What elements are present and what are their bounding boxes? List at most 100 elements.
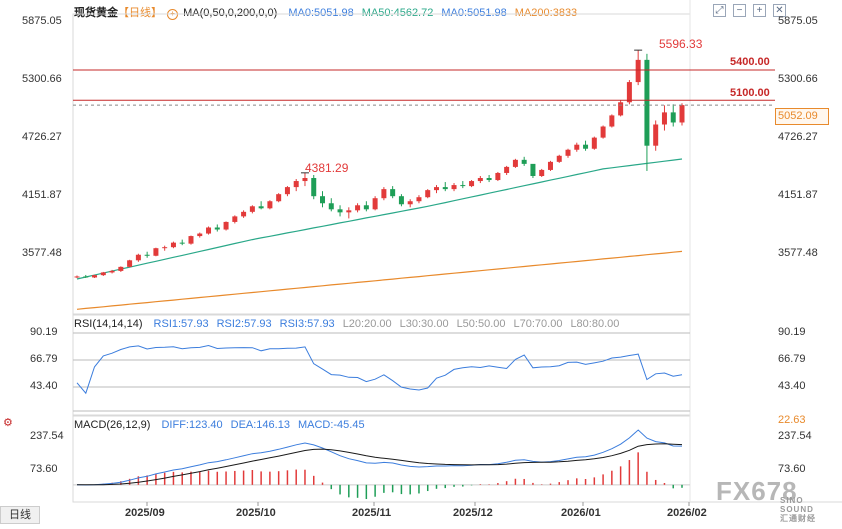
candle-body	[600, 126, 606, 138]
rsi-line	[76, 344, 683, 395]
candle-body	[135, 254, 141, 261]
period-tag: 【日线】	[118, 7, 162, 19]
rsi-title: RSI(14,14,14)	[74, 318, 143, 330]
candle-body	[425, 190, 431, 198]
chart-header: 现货黄金【日线】 + MA(0,50,0,200,0,0) MA0:5051.9…	[74, 4, 577, 20]
candle-body	[100, 272, 106, 276]
ma200-line	[76, 250, 683, 310]
candle-body	[433, 187, 439, 191]
ma-legend-item: MA200:3833	[514, 7, 578, 19]
rsi-legend-item: L70:70.00	[513, 318, 563, 330]
candle-body	[574, 144, 580, 150]
candle-body	[337, 209, 343, 213]
add-icon[interactable]: +	[753, 4, 766, 17]
macd-legend: MACD(26,12,9) DIFF:123.40 DEA:146.13 MACD:…	[74, 419, 365, 431]
rsi-legend-item: RSI1:57.93	[153, 318, 209, 330]
macd-title: MACD(26,12,9)	[74, 419, 151, 431]
ma-legend-item: MA0:5051.98	[288, 7, 354, 19]
price-tick-label-left: 5875.05	[22, 15, 62, 27]
candle-body	[311, 178, 317, 197]
rsi-tick-label-right: 90.19	[778, 326, 806, 338]
rsi-tick-label-left: 43.40	[30, 380, 58, 392]
watermark-logo: FX678 SINO SOUND 汇通财经	[716, 476, 836, 526]
candle-body	[241, 211, 247, 217]
expand-icon[interactable]: ⤢	[713, 4, 726, 17]
rsi-tick-label-right: 43.40	[778, 380, 806, 392]
macd-legend-item: MACD:-45.45	[297, 419, 365, 431]
candle-body	[547, 161, 553, 170]
time-tick-label: 2026/02	[667, 507, 707, 519]
candle-body	[556, 155, 562, 162]
candle-body	[504, 166, 510, 173]
candle-body	[320, 196, 326, 204]
rsi-values: RSI1:57.93 RSI2:57.93 RSI3:57.93 L20:20.00 L…	[146, 318, 620, 330]
rsi-legend-item: L30:30.00	[399, 318, 449, 330]
candle-body	[302, 178, 308, 182]
candle-body	[197, 233, 203, 237]
watermark-sub2: 汇通财经	[780, 514, 816, 523]
candle-body	[179, 242, 185, 244]
candle-body	[346, 210, 352, 213]
price-tick-label-left: 5300.66	[22, 73, 62, 85]
macd-diff-line	[76, 429, 683, 486]
candle-body	[486, 178, 492, 181]
candle-body	[153, 248, 159, 256]
candle-body	[381, 189, 387, 199]
watermark-brand: FX678	[716, 476, 798, 506]
ma-legend: MA0:5051.98 MA50:4562.72 MA0:5051.98 MA200:…	[280, 7, 577, 19]
period-button[interactable]: 日线	[0, 506, 40, 524]
swing-high-annotation: 4381.29	[305, 161, 349, 175]
rsi-bottom-value: 22.63	[778, 414, 806, 426]
time-tick-label: 2026/01	[561, 507, 601, 519]
candle-body	[92, 275, 98, 278]
candle-body	[626, 82, 632, 103]
candle-body	[267, 201, 273, 209]
candle-body	[539, 169, 545, 176]
candle-body	[284, 187, 290, 195]
price-tick-label-left: 4151.87	[22, 189, 62, 201]
time-tick-label: 2025/10	[236, 507, 276, 519]
candle-body	[214, 227, 220, 230]
candle-body	[144, 254, 150, 256]
candle-body	[127, 260, 133, 267]
close-icon[interactable]: ✕	[773, 4, 786, 17]
candle-body	[609, 115, 615, 127]
candle-body	[162, 247, 168, 249]
candle-body	[679, 105, 685, 123]
candle-body	[372, 198, 378, 210]
macd-tick-label-right: 237.54	[778, 430, 812, 442]
ma50-line	[76, 158, 683, 280]
candle-body	[74, 276, 80, 278]
time-tick-label: 2025/09	[125, 507, 165, 519]
candle-body	[653, 124, 659, 146]
hline-label-5100: 5100.00	[730, 87, 770, 99]
rsi-tick-label-left: 66.79	[30, 353, 58, 365]
candle-body	[276, 194, 282, 202]
candle-body	[328, 203, 334, 210]
time-tick-label: 2025/11	[352, 507, 392, 519]
candle-body	[521, 159, 527, 164]
candle-body	[416, 197, 422, 202]
candle-body	[670, 112, 676, 123]
indicator-main: MA(0,50,0,200,0,0)	[183, 7, 278, 19]
candle-body	[591, 137, 597, 149]
time-tick-label: 2025/12	[453, 507, 493, 519]
settings-gear-icon[interactable]: ⚙	[3, 417, 13, 429]
candle-body	[635, 59, 641, 83]
candle-body	[355, 205, 361, 211]
watermark-sub1: SINO SOUND	[780, 496, 814, 514]
price-tick-label-left: 3577.48	[22, 247, 62, 259]
price-tick-label-right: 5300.66	[778, 73, 818, 85]
candle-body	[495, 172, 501, 181]
rsi-legend-item: L50:50.00	[456, 318, 506, 330]
candle-body	[460, 185, 466, 187]
candle-body	[363, 205, 369, 210]
candle-body	[249, 206, 255, 212]
candle-body	[512, 159, 518, 167]
candle-body	[258, 206, 264, 209]
price-tick-label-right: 4726.27	[778, 131, 818, 143]
macd-tick-label-left: 73.60	[30, 463, 58, 475]
minus-icon[interactable]: −	[733, 4, 746, 17]
candle-body	[390, 189, 396, 197]
